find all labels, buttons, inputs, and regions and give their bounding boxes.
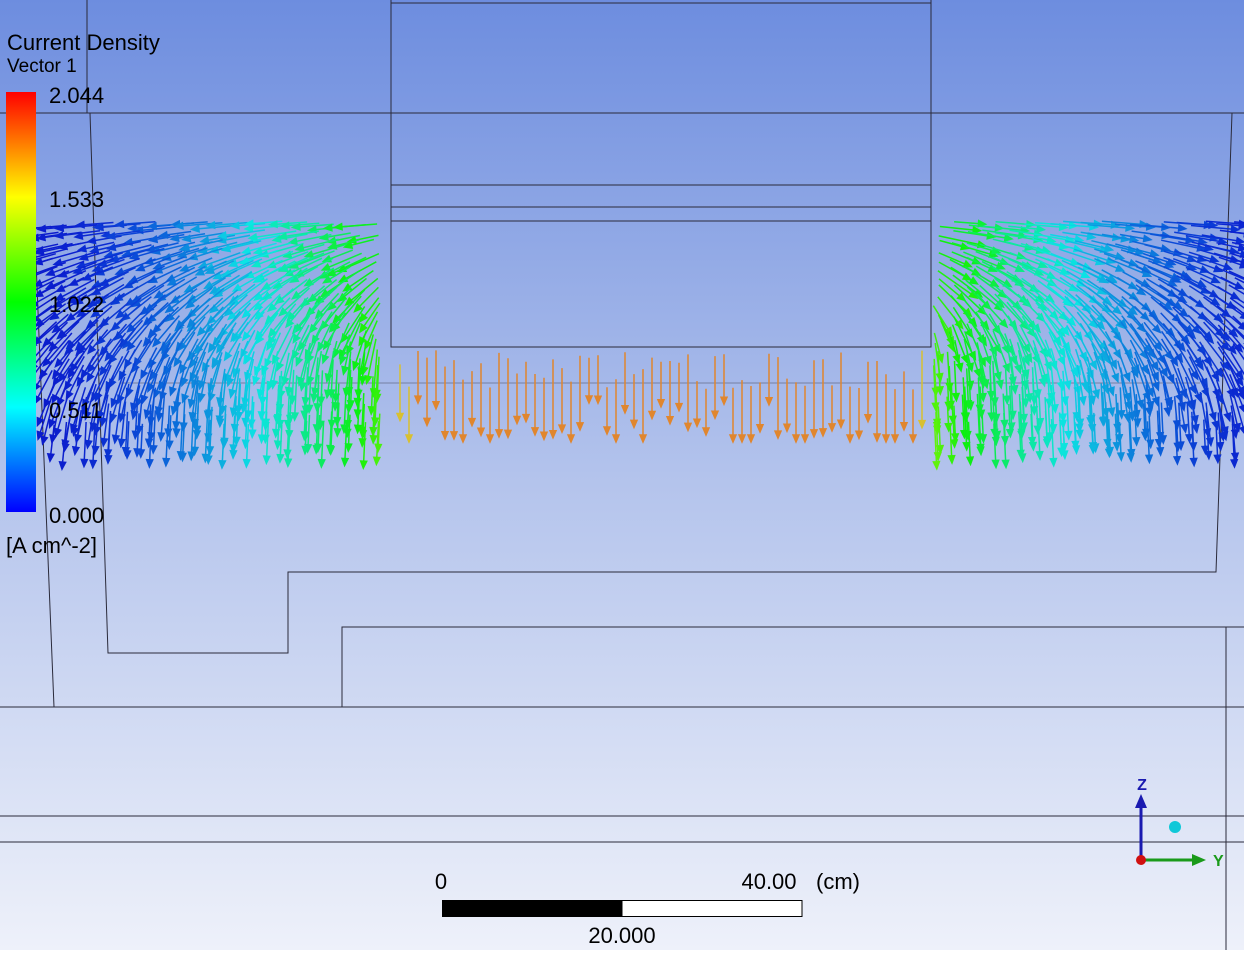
legend-unit: [A cm^-2] (6, 533, 97, 558)
scale-bar-white (622, 901, 802, 917)
legend-title: Current Density (7, 30, 160, 55)
scale-start: 0 (435, 869, 447, 894)
legend-tick: 1.533 (49, 187, 104, 212)
axis-label-y: Y (1213, 853, 1224, 870)
scale-unit: (cm) (816, 869, 860, 894)
legend-tick: 0.000 (49, 503, 104, 528)
scale-end: 40.00 (741, 869, 796, 894)
legend-tick: 2.044 (49, 83, 104, 108)
color-bar (6, 92, 36, 512)
legend-tick: 0.511 (49, 398, 102, 423)
scale-bar-black (442, 900, 622, 917)
scale-middle: 20.000 (588, 923, 655, 948)
legend-subtitle: Vector 1 (7, 56, 77, 77)
legend-tick: 1.022 (49, 292, 104, 317)
axis-label-z: Z (1137, 777, 1147, 794)
